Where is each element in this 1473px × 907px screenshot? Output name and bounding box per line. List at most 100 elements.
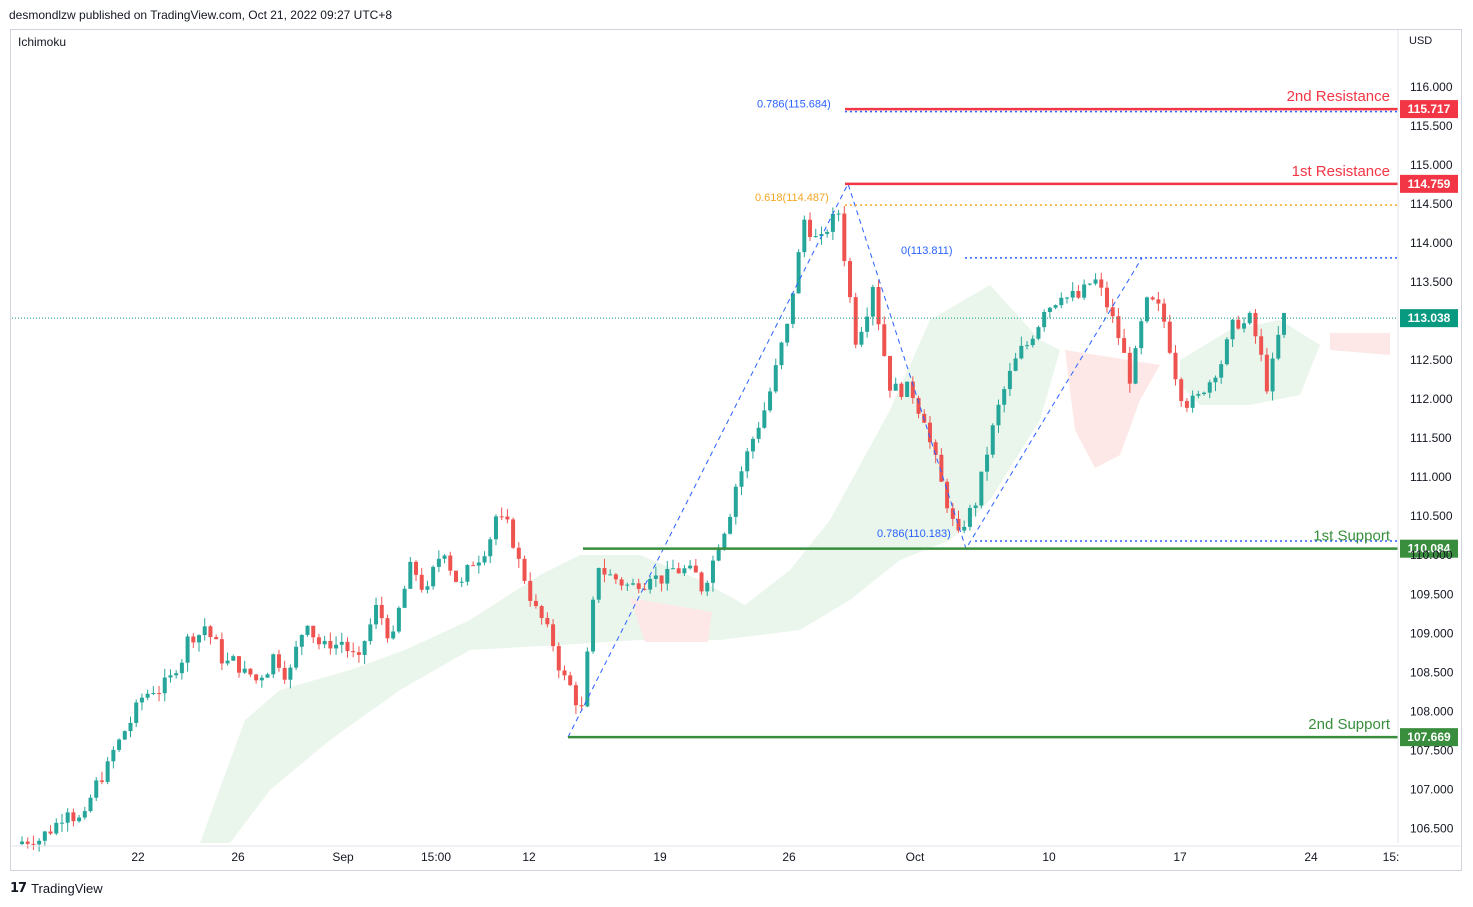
candle-body bbox=[916, 398, 921, 414]
candle-body bbox=[1093, 279, 1098, 284]
x-axis-tick: 15: bbox=[1383, 850, 1400, 864]
y-axis-tick: 109.500 bbox=[1410, 587, 1454, 601]
y-axis-tick: 108.000 bbox=[1410, 704, 1454, 718]
candle-body bbox=[379, 604, 384, 619]
candle-body bbox=[1065, 297, 1070, 299]
candle-body bbox=[1002, 389, 1007, 405]
candle-body bbox=[1133, 348, 1138, 384]
candle-body bbox=[402, 588, 407, 608]
currency-label: USD bbox=[1409, 35, 1433, 47]
candle-body bbox=[750, 438, 755, 452]
candle-body bbox=[236, 656, 241, 673]
candle-body bbox=[945, 481, 950, 509]
candle-body bbox=[556, 646, 561, 671]
x-axis-tick: 19 bbox=[653, 850, 667, 864]
candle-body bbox=[471, 565, 476, 567]
candle-body bbox=[299, 634, 304, 647]
candle-body bbox=[265, 674, 270, 678]
candle-body bbox=[893, 383, 898, 391]
candle-body bbox=[20, 841, 24, 844]
candle-body bbox=[710, 560, 715, 583]
candle-body bbox=[705, 582, 710, 592]
harmonic-pattern-lines bbox=[567, 182, 1143, 738]
x-axis-tick: 26 bbox=[782, 850, 796, 864]
candle-body bbox=[990, 425, 995, 455]
candle-body bbox=[493, 516, 498, 540]
candle-body bbox=[905, 381, 910, 397]
candle-body bbox=[596, 568, 601, 600]
candle-body bbox=[288, 667, 293, 680]
indicator-label[interactable]: Ichimoku bbox=[18, 35, 67, 49]
price-tag-bg bbox=[1400, 728, 1458, 747]
candle-body bbox=[876, 287, 881, 325]
candle-body bbox=[967, 507, 972, 527]
candle-body bbox=[768, 391, 773, 411]
candle-body bbox=[985, 454, 990, 472]
level-name-resistance: 1st Resistance bbox=[1292, 163, 1390, 180]
candle-body bbox=[465, 565, 470, 582]
candle-body bbox=[836, 213, 841, 215]
candle-body bbox=[162, 677, 167, 694]
candle-body bbox=[1236, 319, 1241, 329]
candle-body bbox=[533, 600, 538, 607]
candle-body bbox=[1059, 297, 1064, 306]
kumo-cloud-green bbox=[200, 285, 1060, 843]
candle-body bbox=[54, 822, 59, 834]
candle-body bbox=[636, 583, 641, 589]
candle-body bbox=[545, 617, 550, 625]
kumo-cloud-red-2 bbox=[1330, 333, 1390, 355]
candle-body bbox=[716, 547, 721, 561]
candle-body bbox=[602, 568, 607, 575]
candle-body bbox=[1224, 339, 1229, 365]
candle-body bbox=[122, 731, 127, 740]
candle-body bbox=[653, 575, 658, 579]
x-axis-tick: 10 bbox=[1042, 850, 1056, 864]
y-axis-tick: 109.000 bbox=[1410, 626, 1454, 640]
price-tag-value: 110.084 bbox=[1408, 542, 1451, 556]
candle-body bbox=[82, 811, 87, 818]
candle-body bbox=[482, 556, 487, 563]
candle-body bbox=[208, 626, 213, 638]
y-axis-tick: 114.000 bbox=[1410, 236, 1453, 250]
candle-body bbox=[453, 570, 458, 582]
candle-body bbox=[1207, 382, 1212, 393]
candle-body bbox=[1116, 316, 1121, 339]
candle-body bbox=[1013, 358, 1018, 371]
candle-body bbox=[134, 702, 139, 723]
candle-body bbox=[733, 486, 738, 517]
candle-body bbox=[448, 555, 453, 571]
candle-body bbox=[1076, 291, 1081, 298]
candle-body bbox=[1019, 345, 1024, 359]
candle-body bbox=[1247, 312, 1252, 324]
candle-body bbox=[179, 662, 184, 674]
candle-body bbox=[1082, 284, 1087, 298]
candle-body bbox=[488, 539, 493, 557]
candle-body bbox=[351, 651, 356, 653]
candle-body bbox=[1122, 338, 1127, 353]
y-axis-tick: 106.500 bbox=[1410, 821, 1454, 835]
candle-body bbox=[722, 533, 727, 548]
candle-body bbox=[1070, 291, 1075, 298]
level-name-resistance: 2nd Resistance bbox=[1287, 88, 1390, 105]
candle-body bbox=[1104, 287, 1109, 308]
candle-body bbox=[1144, 297, 1149, 322]
fib-level-label: 0.786(110.183) bbox=[877, 528, 951, 540]
candle-body bbox=[71, 812, 76, 822]
price-tag-value: 115.717 bbox=[1408, 102, 1451, 116]
candle-body bbox=[168, 675, 173, 678]
candle-body bbox=[1047, 307, 1052, 313]
candle-body bbox=[739, 471, 744, 487]
kumo-cloud-red bbox=[1065, 350, 1160, 468]
candle-body bbox=[573, 685, 578, 706]
x-axis-tick: 17 bbox=[1173, 850, 1187, 864]
x-axis-tick: 22 bbox=[131, 850, 145, 864]
candle-body bbox=[579, 705, 584, 707]
fib-level-label: 0.786(115.684) bbox=[757, 99, 831, 111]
candle-body bbox=[1230, 319, 1235, 340]
candle-body bbox=[117, 739, 122, 750]
candle-body bbox=[219, 639, 224, 664]
candle-body bbox=[259, 677, 264, 681]
candle-body bbox=[865, 316, 870, 332]
brand-footer[interactable]: 17 TradingView bbox=[10, 881, 103, 896]
